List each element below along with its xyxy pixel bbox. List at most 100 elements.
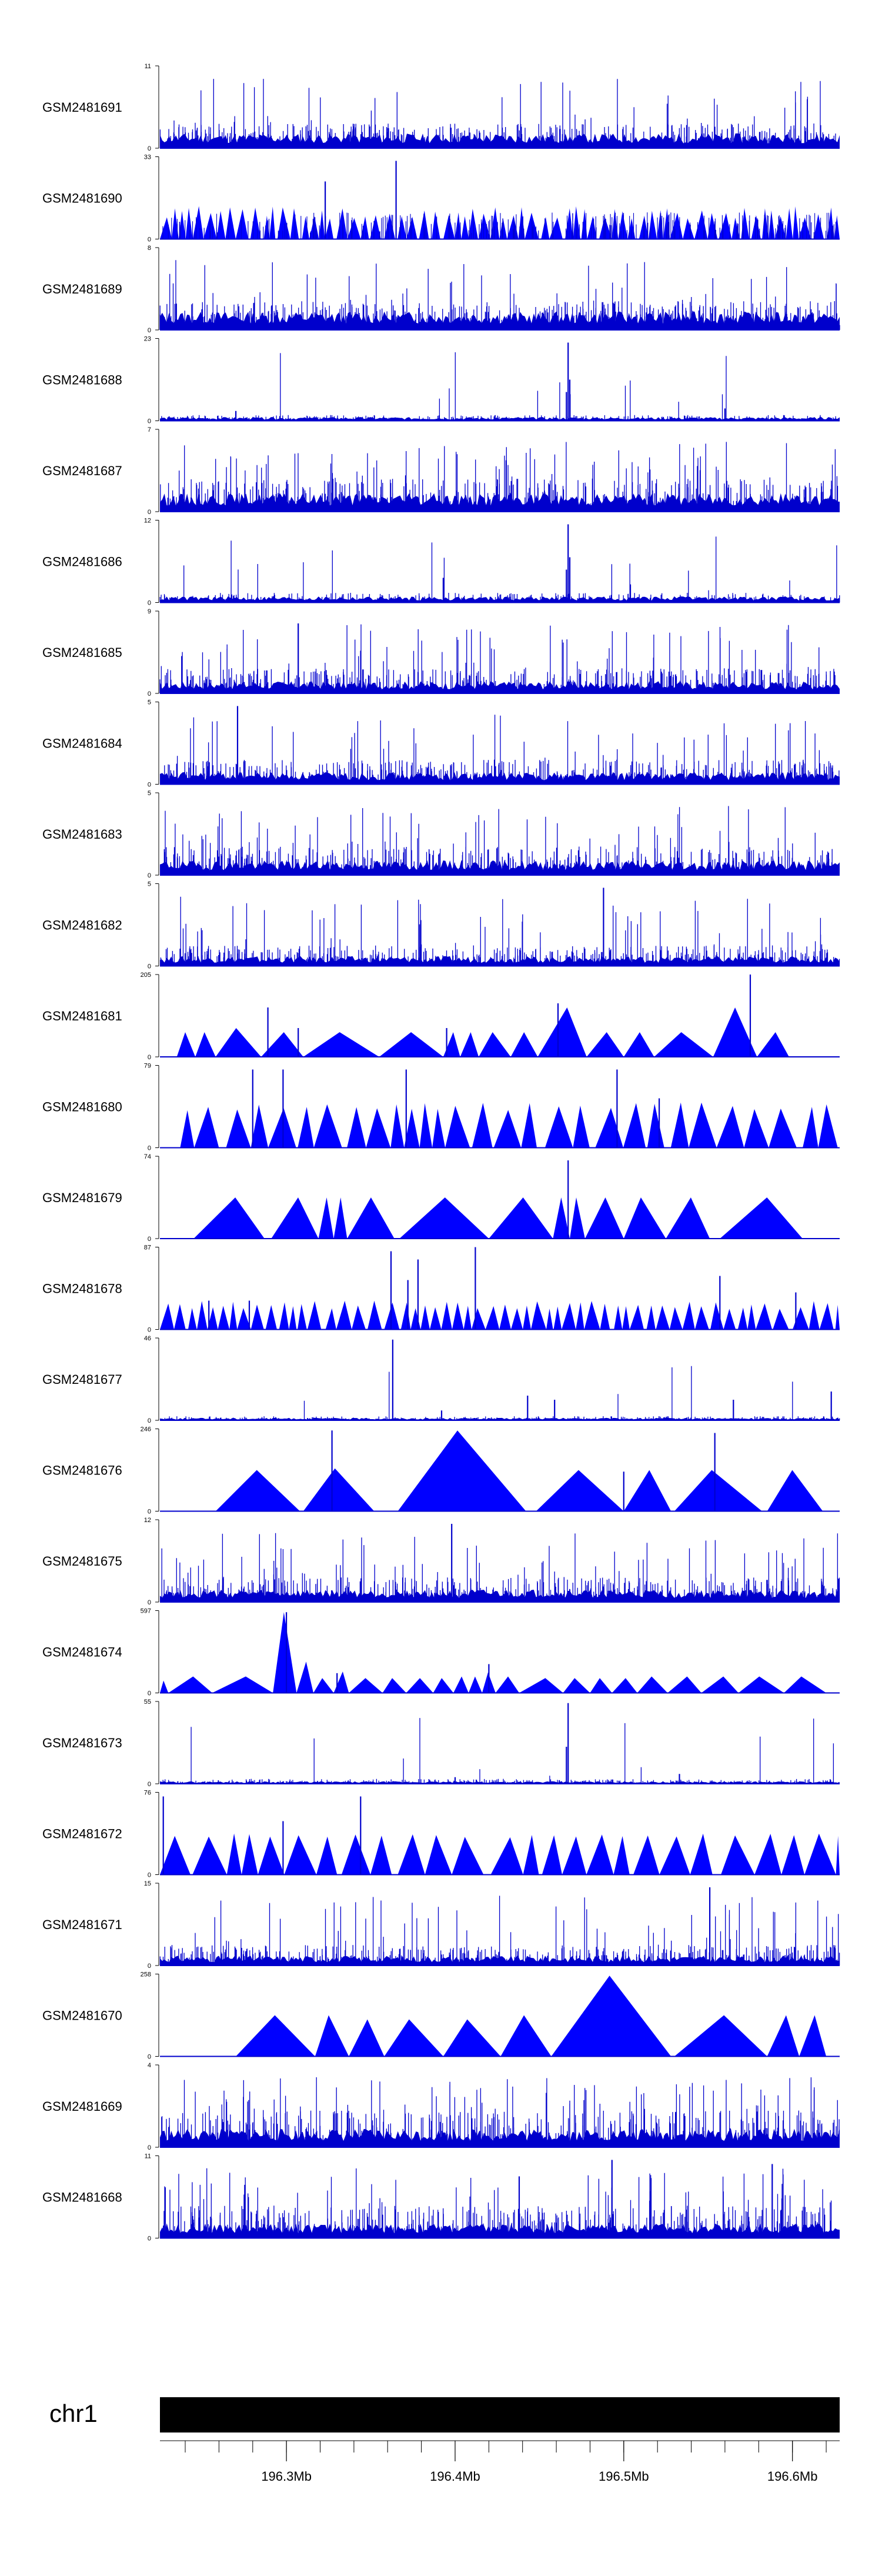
y-axis-max-label: 79 bbox=[144, 1063, 151, 1070]
y-axis-max-label: 205 bbox=[141, 972, 151, 979]
y-axis-zero-label: 0 bbox=[148, 1236, 151, 1243]
coverage-bars bbox=[159, 79, 839, 148]
y-axis-max-label: 8 bbox=[148, 245, 151, 252]
coverage-triangles bbox=[160, 1300, 840, 1330]
y-axis-max-label: 9 bbox=[148, 608, 151, 615]
position-tick-label: 196.4Mb bbox=[430, 2469, 480, 2484]
coverage-bars bbox=[160, 896, 840, 966]
track-label: GSM2481668 bbox=[42, 2190, 122, 2205]
coverage-bars bbox=[161, 352, 840, 421]
y-axis-max-label: 11 bbox=[145, 63, 151, 70]
track-GSM2481683: GSM2481683 5 0 bbox=[42, 790, 840, 879]
track-label: GSM2481684 bbox=[42, 736, 122, 751]
y-axis-max-label: 87 bbox=[144, 1244, 151, 1252]
y-axis-max-label: 15 bbox=[144, 1880, 151, 1887]
coverage-peaks bbox=[162, 1796, 362, 1875]
track-GSM2481668: GSM2481668 11 0 bbox=[42, 2153, 840, 2243]
coverage-area bbox=[160, 133, 840, 148]
track-label: GSM2481669 bbox=[42, 2099, 122, 2114]
genome-axis: chr1 196.3Mb 196.4Mb 196.5Mb 196.6Mb bbox=[49, 2397, 840, 2484]
y-axis-zero-label: 0 bbox=[148, 1690, 151, 1697]
y-axis-max-label: 7 bbox=[148, 426, 151, 433]
y-axis-zero-label: 0 bbox=[148, 1963, 151, 1970]
coverage-triangles bbox=[180, 1102, 838, 1148]
y-axis-max-label: 5 bbox=[148, 790, 151, 797]
minor-ticks bbox=[185, 2441, 827, 2452]
coverage-area bbox=[160, 1417, 840, 1420]
coverage-area bbox=[160, 681, 840, 693]
track-label: GSM2481686 bbox=[42, 555, 122, 569]
coverage-peaks bbox=[325, 161, 397, 239]
track-GSM2481679: GSM2481679 74 0 bbox=[42, 1153, 840, 1243]
coverage-bars bbox=[159, 1896, 840, 1966]
coverage-peaks bbox=[235, 342, 726, 421]
coverage-bars bbox=[161, 2077, 840, 2147]
y-axis-zero-label: 0 bbox=[148, 2144, 151, 2151]
track-GSM2481676: GSM2481676 246 0 bbox=[42, 1426, 840, 1516]
track-GSM2481677: GSM2481677 46 0 bbox=[42, 1335, 840, 1424]
coverage-peaks bbox=[286, 1612, 490, 1693]
coverage-bars bbox=[160, 442, 839, 512]
y-axis-max-label: 597 bbox=[141, 1608, 151, 1615]
y-axis-zero-label: 0 bbox=[148, 1509, 151, 1516]
y-axis-max-label: 12 bbox=[144, 518, 151, 525]
y-axis-zero-label: 0 bbox=[148, 1781, 151, 1788]
y-axis-zero-label: 0 bbox=[148, 1054, 151, 1061]
track-label: GSM2481688 bbox=[42, 373, 122, 388]
track-label: GSM2481679 bbox=[42, 1190, 122, 1205]
y-axis-zero-label: 0 bbox=[148, 236, 151, 243]
y-axis-zero-label: 0 bbox=[148, 418, 151, 425]
coverage-peaks bbox=[518, 2160, 773, 2238]
position-tick-label: 196.3Mb bbox=[261, 2469, 312, 2484]
chromosome-label: chr1 bbox=[49, 2400, 98, 2427]
coverage-triangles bbox=[193, 1197, 803, 1239]
y-axis-max-label: 5 bbox=[148, 699, 151, 706]
track-GSM2481674: GSM2481674 597 0 bbox=[42, 1608, 840, 1697]
track-GSM2481690: GSM2481690 33 0 bbox=[42, 154, 840, 243]
track-GSM2481675: GSM2481675 12 0 bbox=[42, 1517, 840, 1606]
track-GSM2481681: GSM2481681 205 0 bbox=[42, 972, 840, 1061]
track-GSM2481680: GSM2481680 79 0 bbox=[42, 1063, 840, 1152]
y-axis-zero-label: 0 bbox=[148, 782, 151, 789]
coverage-area bbox=[160, 860, 840, 875]
y-axis-zero-label: 0 bbox=[148, 690, 151, 698]
y-axis-zero-label: 0 bbox=[148, 145, 151, 152]
y-axis-max-label: 4 bbox=[148, 2062, 151, 2069]
y-axis-max-label: 46 bbox=[144, 1335, 151, 1342]
y-axis-max-label: 74 bbox=[144, 1153, 151, 1160]
coverage-area bbox=[160, 1590, 840, 1602]
coverage-peaks bbox=[252, 1069, 660, 1148]
coverage-peaks bbox=[454, 1703, 680, 1784]
y-axis-max-label: 246 bbox=[141, 1426, 151, 1433]
track-label: GSM2481681 bbox=[42, 1009, 122, 1023]
track-GSM2481673: GSM2481673 55 0 bbox=[42, 1699, 840, 1788]
track-GSM2481684: GSM2481684 5 0 bbox=[42, 699, 840, 789]
y-axis-zero-label: 0 bbox=[148, 1327, 151, 1334]
y-axis-zero-label: 0 bbox=[148, 1145, 151, 1152]
y-axis-zero-label: 0 bbox=[148, 872, 151, 879]
track-label: GSM2481672 bbox=[42, 1827, 122, 1841]
track-GSM2481687: GSM2481687 7 0 bbox=[42, 426, 840, 516]
track-GSM2481670: GSM2481670 258 0 bbox=[42, 1971, 840, 2061]
coverage-triangles bbox=[160, 206, 840, 239]
y-axis-max-label: 23 bbox=[144, 336, 151, 343]
coverage-area bbox=[160, 1781, 840, 1784]
coverage-area bbox=[160, 311, 840, 330]
coverage-tracks: GSM2481691110GSM2481690330GSM248168980GS… bbox=[42, 63, 840, 2243]
coverage-bars bbox=[162, 1718, 840, 1784]
y-axis-zero-label: 0 bbox=[148, 2054, 151, 2061]
track-label: GSM2481676 bbox=[42, 1463, 122, 1478]
coverage-triangles bbox=[160, 1612, 827, 1693]
track-label: GSM2481671 bbox=[42, 1917, 122, 1932]
track-label: GSM2481691 bbox=[42, 100, 122, 115]
coverage-triangles bbox=[215, 1430, 823, 1511]
track-GSM2481691: GSM2481691 11 0 bbox=[42, 63, 840, 152]
coverage-triangles bbox=[236, 1976, 827, 2057]
coverage-peaks bbox=[442, 524, 571, 603]
coverage-bars bbox=[162, 212, 837, 239]
y-axis-zero-label: 0 bbox=[148, 1417, 151, 1424]
track-GSM2481672: GSM2481672 76 0 bbox=[42, 1790, 840, 1879]
track-GSM2481682: GSM2481682 5 0 bbox=[42, 881, 840, 970]
track-label: GSM2481673 bbox=[42, 1736, 122, 1750]
coverage-bars bbox=[161, 2168, 839, 2238]
